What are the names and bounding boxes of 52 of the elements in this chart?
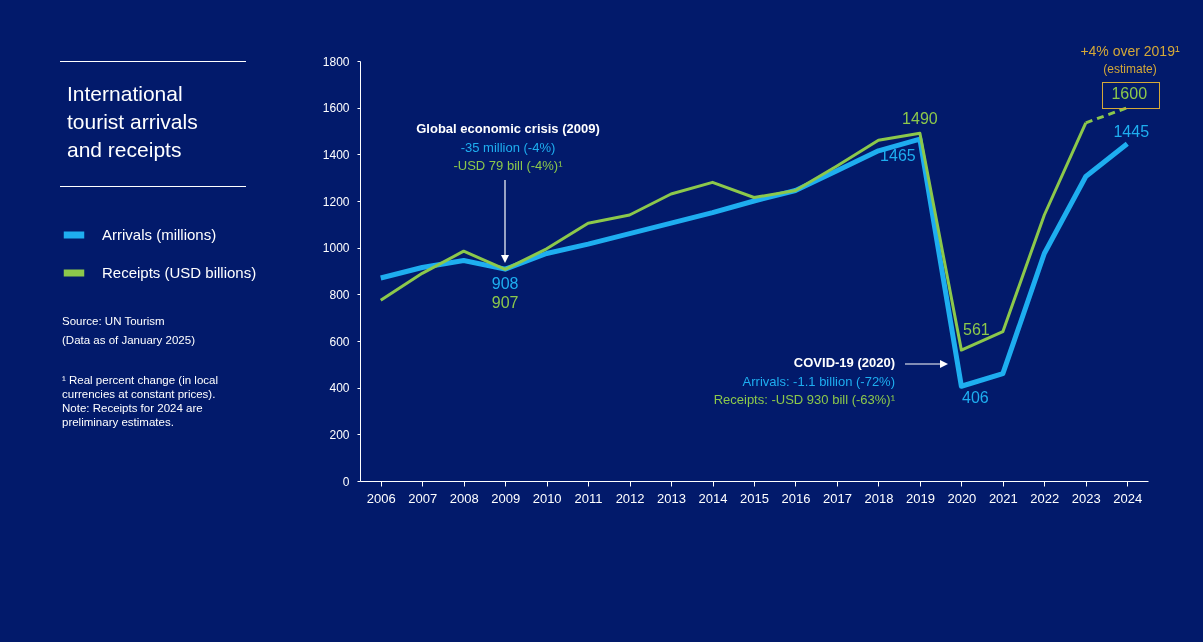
annotation: Arrivals: -1.1 billion (-72%) bbox=[741, 374, 895, 389]
y-tick-label: 1600 bbox=[322, 101, 350, 116]
y-tick-label: 1000 bbox=[322, 241, 350, 256]
data-label: 561 bbox=[963, 321, 990, 339]
x-tick-label: 2022 bbox=[1030, 490, 1060, 506]
annotation: Receipts: -USD 930 bill (-63%)¹ bbox=[712, 392, 895, 407]
x-tick-label: 2013 bbox=[657, 490, 687, 506]
x-tick-label: 2024 bbox=[1113, 490, 1143, 506]
legend-label: Arrivals (millions) bbox=[102, 226, 217, 243]
data-label: 1490 bbox=[902, 110, 938, 128]
legend-label: Receipts (USD billions) bbox=[102, 264, 257, 281]
y-tick-label: 200 bbox=[329, 427, 350, 442]
x-tick-label: 2011 bbox=[574, 490, 603, 506]
x-tick-label: 2010 bbox=[532, 490, 562, 506]
annotation: -USD 79 bill (-4%)¹ bbox=[452, 158, 564, 173]
annotation: Global economic crisis (2009) bbox=[415, 121, 601, 136]
data-label: 1465 bbox=[880, 147, 916, 165]
text: ¹ Real percent change (in local currencies at constant prices). bbox=[62, 373, 219, 401]
y-tick-label: 800 bbox=[329, 287, 350, 302]
x-tick-label: 2018 bbox=[864, 490, 894, 506]
x-tick-label: 2021 bbox=[988, 490, 1018, 506]
annotation: COVID-19 (2020) bbox=[792, 355, 895, 370]
data-label: 908 bbox=[491, 275, 519, 293]
x-tick-label: 2008 bbox=[449, 490, 479, 506]
x-tick-label: 2019 bbox=[905, 490, 935, 506]
x-tick-label: 2009 bbox=[491, 490, 521, 506]
y-tick-label: 1800 bbox=[322, 54, 350, 69]
x-tick-label: 2006 bbox=[366, 490, 396, 506]
x-tick-label: 2023 bbox=[1071, 490, 1101, 506]
x-tick-label: 2020 bbox=[947, 490, 977, 506]
text: International tourist arrivals and receipts bbox=[67, 81, 199, 163]
x-tick-label: 2016 bbox=[781, 490, 811, 506]
text: Note: Receipts for 2024 are preliminary estimates. bbox=[62, 401, 204, 429]
annotation: -35 million (-4%) bbox=[459, 140, 557, 155]
x-tick-label: 2012 bbox=[615, 490, 645, 506]
data-label: 1445 bbox=[1113, 122, 1150, 140]
y-tick-label: 400 bbox=[329, 381, 350, 396]
text: +4% over 2019¹ bbox=[1079, 43, 1181, 59]
y-tick-label: 0 bbox=[342, 474, 350, 489]
data-label: 1600 bbox=[1111, 84, 1148, 102]
data-label: 907 bbox=[491, 294, 519, 312]
x-tick-label: 2014 bbox=[698, 490, 728, 506]
x-tick-label: 2017 bbox=[822, 490, 852, 506]
text: (Data as of January 2025) bbox=[62, 334, 195, 346]
data-label: 406 bbox=[962, 389, 989, 407]
source-note: Source: UN Tourism bbox=[62, 315, 165, 327]
y-tick-label: 600 bbox=[329, 334, 350, 349]
y-tick-label: 1400 bbox=[322, 147, 350, 162]
y-tick-label: 1200 bbox=[322, 194, 350, 209]
x-tick-label: 2007 bbox=[408, 490, 438, 506]
x-tick-label: 2015 bbox=[740, 490, 769, 506]
annotation: (estimate) bbox=[1102, 62, 1158, 76]
